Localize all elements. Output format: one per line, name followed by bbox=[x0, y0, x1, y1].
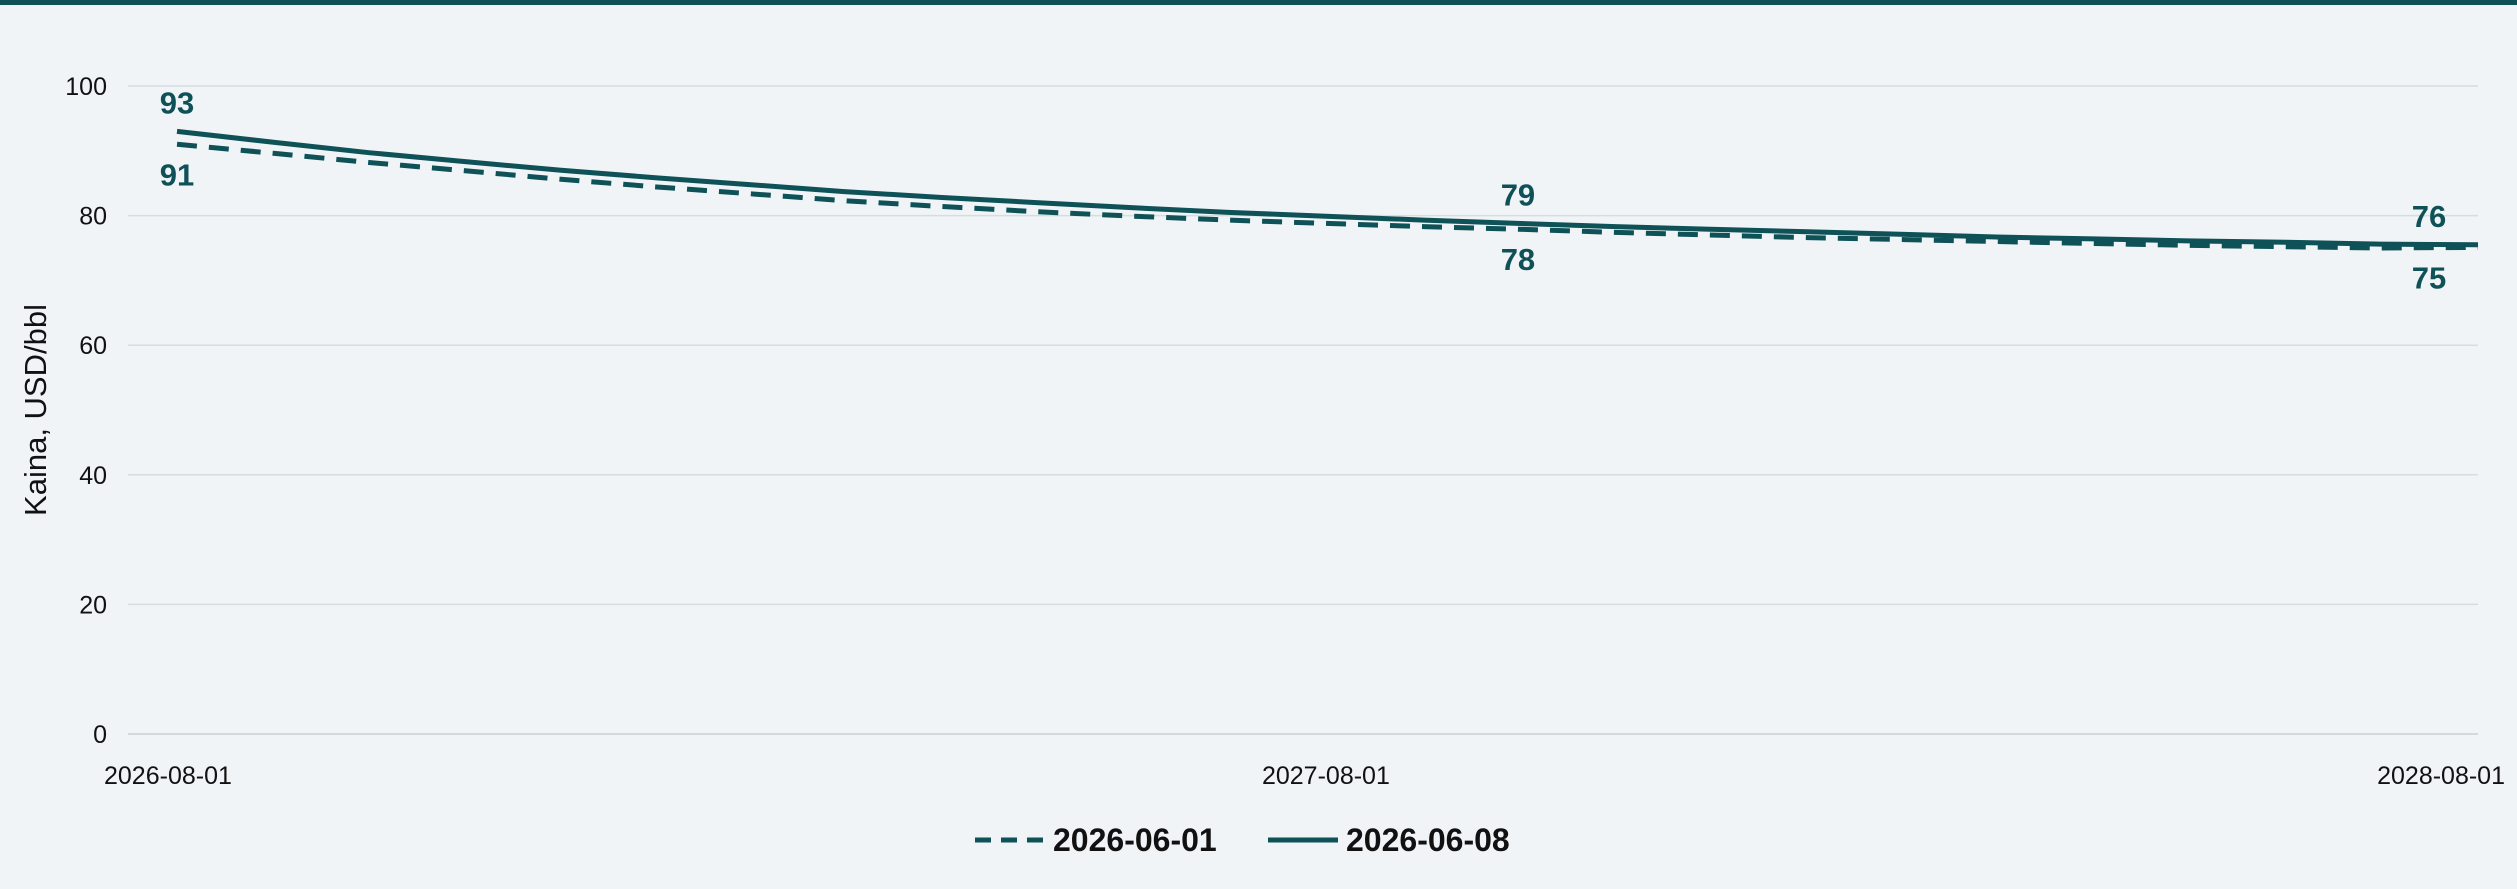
data-labels: 91 78 75 93 79 76 bbox=[160, 85, 2446, 295]
y-tick-label: 40 bbox=[79, 462, 107, 490]
data-label: 93 bbox=[160, 85, 194, 120]
series-line-solid bbox=[176, 128, 2479, 248]
y-axis-ticks: 0 20 40 60 80 100 bbox=[65, 73, 107, 749]
y-tick-label: 20 bbox=[79, 591, 107, 619]
y-tick-label: 100 bbox=[65, 73, 107, 101]
y-tick-label: 60 bbox=[79, 332, 107, 360]
x-tick-label: 2027-08-01 bbox=[1262, 762, 1390, 790]
data-label: 79 bbox=[1501, 177, 1535, 212]
data-label: 78 bbox=[1501, 242, 1535, 277]
legend: 2026-06-01 2026-06-08 bbox=[975, 822, 1510, 858]
y-tick-label: 0 bbox=[93, 721, 107, 749]
y-tick-label: 80 bbox=[79, 203, 107, 231]
legend-label-series-1: 2026-06-01 bbox=[1053, 822, 1217, 858]
data-label: 91 bbox=[160, 157, 194, 192]
series-line-dashed bbox=[176, 141, 2479, 251]
grid-lines bbox=[128, 85, 2478, 735]
y-axis-label: Kaina, USD/bbl bbox=[18, 304, 53, 516]
series-lines bbox=[176, 128, 2479, 251]
data-label: 75 bbox=[2412, 260, 2446, 295]
x-tick-label: 2028-08-01 bbox=[2377, 762, 2505, 790]
x-tick-label: 2026-08-01 bbox=[104, 762, 232, 790]
line-chart: 0 20 40 60 80 100 2026-08-01 2027-08-01 2028-08… bbox=[18, 73, 2505, 858]
legend-label-series-2: 2026-06-08 bbox=[1346, 822, 1510, 858]
x-axis-ticks: 2026-08-01 2027-08-01 2028-08-01 bbox=[104, 762, 2505, 790]
data-label: 76 bbox=[2412, 199, 2446, 234]
